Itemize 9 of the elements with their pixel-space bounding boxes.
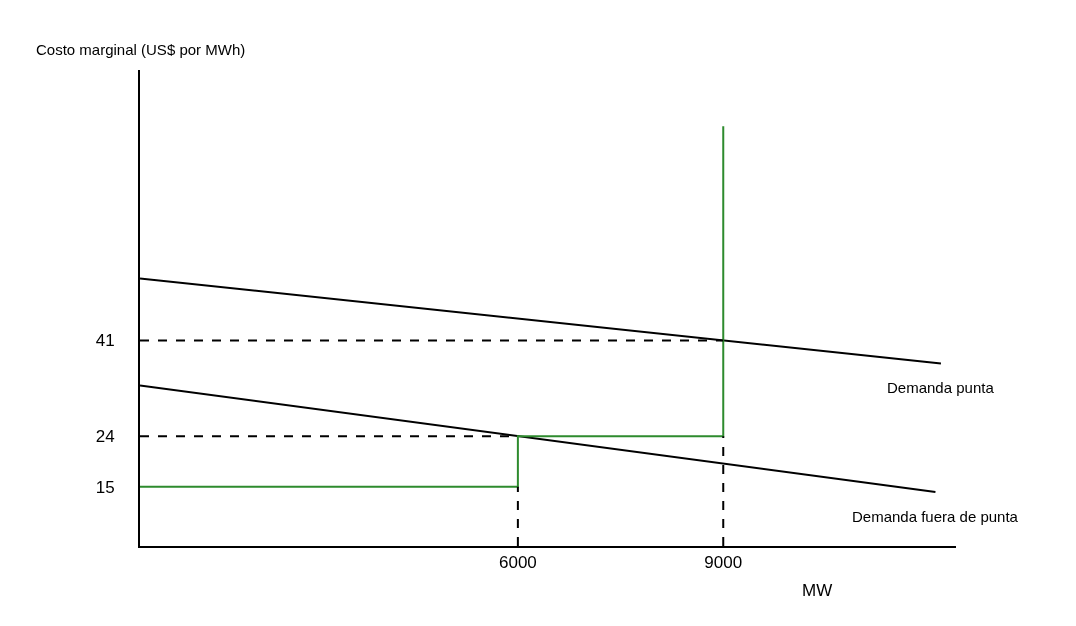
y-tick-label: 41	[95, 331, 115, 351]
y-tick-label: 15	[95, 477, 115, 497]
series-label: Demanda punta	[887, 379, 995, 396]
x-tick-label: 6000	[498, 553, 537, 573]
series-label: Demanda fuera de punta	[852, 508, 1019, 525]
x-axis-title: MW	[802, 581, 833, 600]
y-tick-label: 24	[95, 427, 115, 447]
y-axis-title: Costo marginal (US$ por MWh)	[36, 41, 246, 58]
x-tick-label: 9000	[704, 553, 743, 573]
